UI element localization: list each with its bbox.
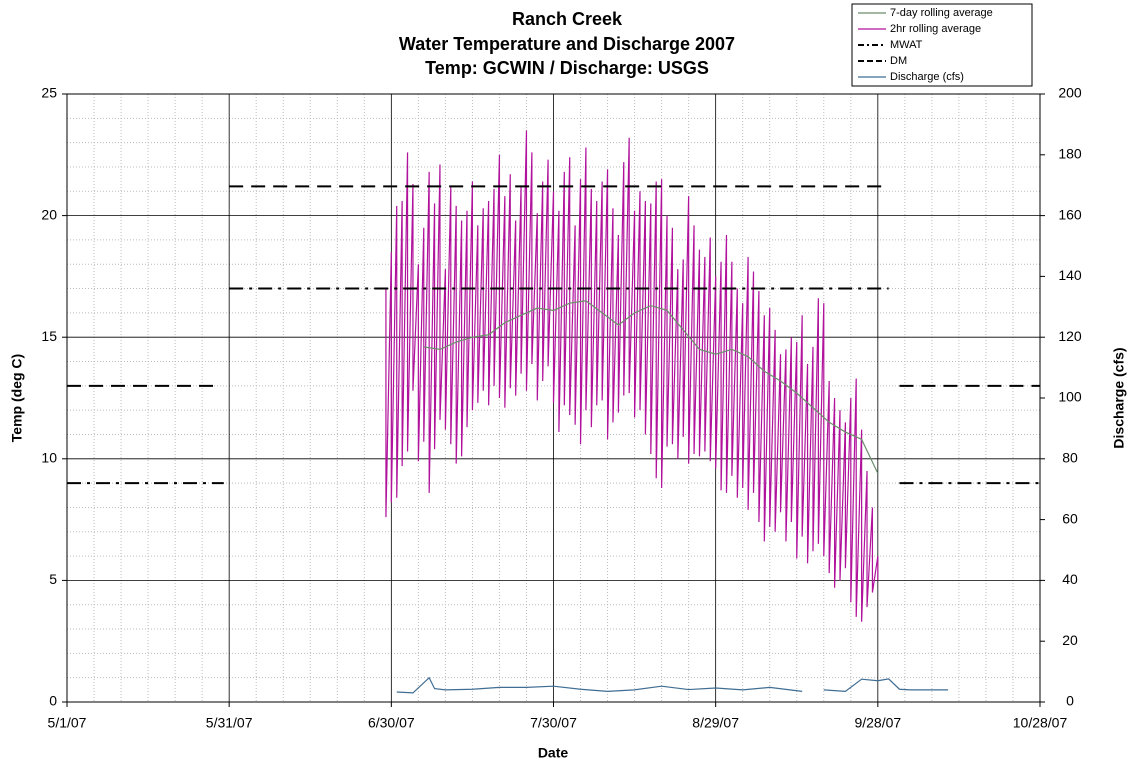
y2-tick-label: 180 xyxy=(1058,146,1082,162)
legend-label: Discharge (cfs) xyxy=(890,71,964,83)
series-line xyxy=(67,185,1040,387)
x-tick-label: 10/28/07 xyxy=(1013,715,1068,731)
x-tick-label: 9/28/07 xyxy=(854,715,901,731)
legend-label: 2hr rolling average xyxy=(890,23,981,35)
chart-title: Ranch Creek xyxy=(512,9,623,29)
series-line xyxy=(67,287,1040,485)
y-tick-label: 15 xyxy=(41,328,57,344)
x-tick-label: 5/1/07 xyxy=(48,715,87,731)
legend: 7-day rolling average 2hr rolling average… xyxy=(851,3,1033,87)
x-tick-label: 6/30/07 xyxy=(368,715,415,731)
y2-tick-label: 0 xyxy=(1066,693,1074,709)
x-axis-label: Date xyxy=(538,745,569,761)
legend-label: MWAT xyxy=(890,39,923,51)
y2-tick-label: 160 xyxy=(1058,206,1082,222)
y2-tick-label: 40 xyxy=(1062,571,1078,587)
y2-tick-label: 200 xyxy=(1058,85,1082,101)
y2-tick-label: 20 xyxy=(1062,632,1078,648)
y-tick-label: 10 xyxy=(41,450,57,466)
legend-label: 7-day rolling average xyxy=(890,7,993,19)
y-tick-label: 20 xyxy=(41,206,57,222)
y-axis-label: Temp (deg C) xyxy=(9,354,25,442)
y2-tick-label: 80 xyxy=(1062,450,1078,466)
y-tick-label: 25 xyxy=(41,85,57,101)
legend-label: DM xyxy=(890,55,907,67)
y2-tick-label: 120 xyxy=(1058,328,1082,344)
y2-axis-label: Discharge (cfs) xyxy=(1111,347,1127,448)
chart-title: Water Temperature and Discharge 2007 xyxy=(399,34,735,54)
x-tick-label: 8/29/07 xyxy=(692,715,739,731)
plot-frame xyxy=(66,93,1041,703)
series-line xyxy=(396,676,949,694)
x-tick-label: 7/30/07 xyxy=(530,715,577,731)
y2-tick-label: 60 xyxy=(1062,510,1078,526)
y2-tick-label: 140 xyxy=(1058,267,1082,283)
series-line xyxy=(423,300,879,474)
series-line xyxy=(385,130,879,622)
y2-tick-label: 100 xyxy=(1058,389,1082,405)
y-tick-label: 0 xyxy=(49,693,57,709)
x-tick-label: 5/31/07 xyxy=(206,715,253,731)
y-tick-label: 5 xyxy=(49,571,57,587)
chart-title: Temp: GCWIN / Discharge: USGS xyxy=(425,58,709,78)
